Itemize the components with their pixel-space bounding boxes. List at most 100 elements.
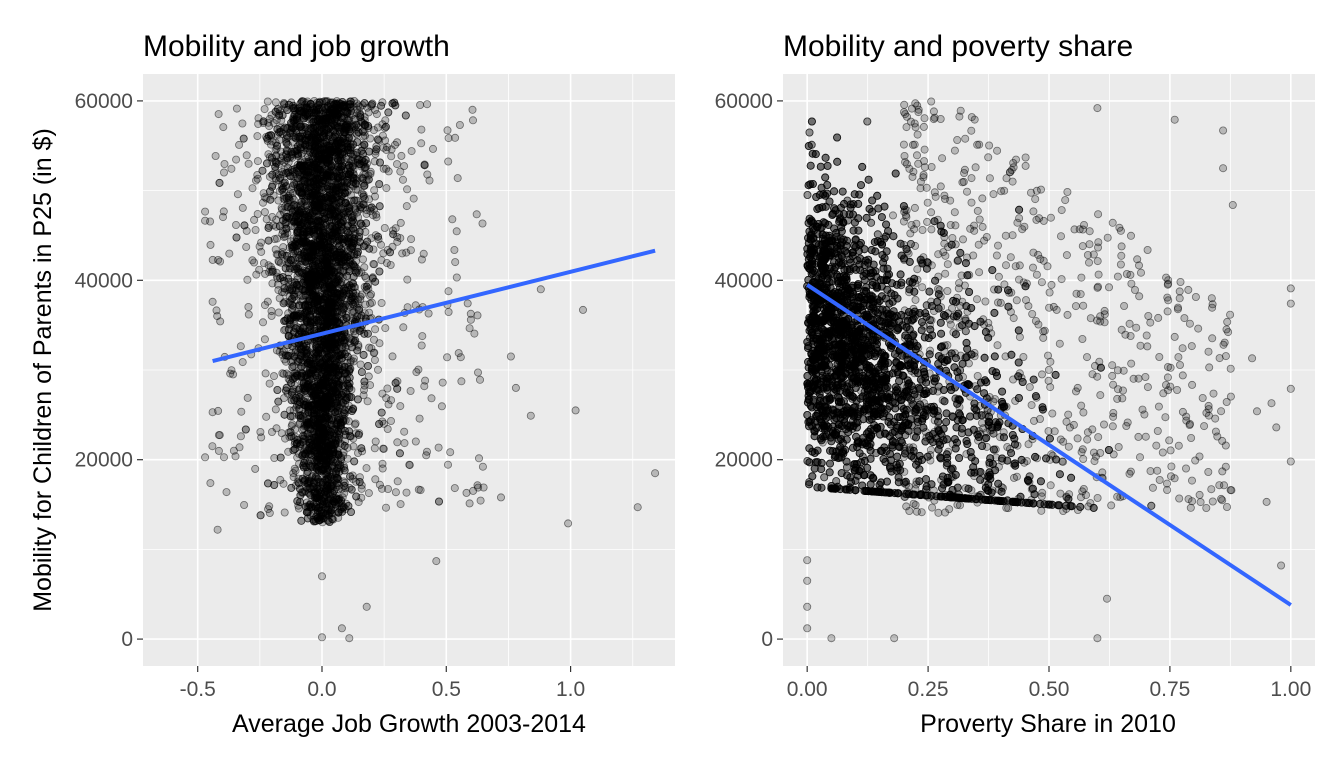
scatter-point (393, 384, 402, 393)
scatter-point (290, 265, 299, 274)
scatter-point (346, 472, 355, 481)
scatter-point (375, 267, 384, 276)
scatter-point (401, 111, 410, 120)
scatter-point (345, 163, 354, 172)
scatter-point (340, 489, 349, 498)
scatter-point (411, 437, 420, 446)
scatter-point (271, 98, 280, 107)
scatter-point (260, 105, 269, 114)
scatter-point (315, 292, 324, 301)
scatter-point (232, 233, 241, 242)
scatter-point (281, 386, 290, 395)
scatter-point (363, 329, 372, 338)
scatter-point (310, 433, 319, 442)
scatter-point (315, 155, 324, 164)
scatter-point (398, 175, 407, 184)
scatter-point (286, 118, 295, 127)
scatter-point (299, 431, 308, 440)
scatter-point (262, 412, 271, 421)
scatter-point (279, 299, 288, 308)
scatter-point (258, 318, 267, 327)
scatter-point (329, 498, 338, 507)
scatter-point (261, 269, 270, 278)
scatter-point (288, 294, 297, 303)
scatter-point (356, 292, 365, 301)
scatter-point (271, 405, 280, 414)
scatter-point (365, 244, 374, 253)
scatter-point (333, 207, 342, 216)
scatter-point (357, 311, 366, 320)
scatter-point (269, 372, 278, 381)
scatter-point (339, 315, 348, 324)
scatter-point (375, 202, 384, 211)
scatter-point (296, 414, 305, 423)
scatter-point (340, 409, 349, 418)
scatter-point (381, 324, 390, 333)
scatter-point (357, 368, 366, 377)
scatter-point (287, 483, 296, 492)
scatter-point (366, 134, 375, 143)
scatter-point (288, 420, 297, 429)
scatter-point (280, 410, 289, 419)
scatter-point (343, 454, 352, 463)
scatter-point (253, 132, 262, 141)
scatter-point (287, 432, 296, 441)
chart-title-job-growth: Mobility and job growth (143, 30, 450, 63)
scatter-point (362, 464, 371, 473)
scatter-point (335, 351, 344, 360)
scatter-point (375, 180, 384, 189)
scatter-point (264, 223, 273, 232)
scatter-points-job-growth (201, 97, 660, 643)
scatter-point (273, 385, 282, 394)
scatter-point (351, 419, 360, 428)
scatter-point (215, 178, 224, 187)
scatter-point (302, 502, 311, 511)
scatter-point (268, 182, 277, 191)
scatter-point (341, 300, 350, 309)
scatter-point (380, 223, 389, 232)
scatter-point (328, 515, 337, 524)
scatter-point (342, 271, 351, 280)
scatter-point (251, 464, 260, 473)
scatter-point (388, 99, 397, 108)
scatter-point (363, 237, 372, 246)
scatter-point (201, 207, 210, 216)
scatter-point (242, 242, 251, 251)
scatter-point (350, 457, 359, 466)
scatter-point (263, 479, 272, 488)
scatter-point (311, 280, 320, 289)
scatter-point (241, 425, 250, 434)
scatter-point (274, 397, 283, 406)
scatter-point (288, 181, 297, 190)
scatter-point (274, 308, 283, 317)
scatter-point (239, 134, 248, 143)
scatter-point (299, 324, 308, 333)
scatter-point (264, 236, 273, 245)
scatter-point (386, 416, 395, 425)
scatter-point (253, 209, 262, 218)
scatter-point (201, 453, 210, 462)
scatter-point (334, 475, 343, 484)
scatter-point (367, 100, 376, 109)
scatter-point (348, 405, 357, 414)
gridlines-job-growth (143, 74, 675, 666)
scatter-point (295, 183, 304, 192)
scatter-point (361, 273, 370, 282)
scatter-point (407, 147, 416, 156)
scatter-point (264, 131, 273, 140)
scatter-point (293, 226, 302, 235)
scatter-point (219, 168, 228, 177)
scatter-point (293, 497, 302, 506)
scatter-point (257, 247, 266, 256)
scatter-point (345, 204, 354, 213)
scatter-point (377, 101, 386, 110)
scatter-point (417, 341, 426, 350)
scatter-point (272, 141, 281, 150)
scatter-point (257, 238, 266, 247)
scatter-point (372, 110, 381, 119)
scatter-point (233, 190, 242, 199)
scatter-point (280, 178, 289, 187)
scatter-point (219, 453, 228, 462)
scatter-point (349, 442, 358, 451)
